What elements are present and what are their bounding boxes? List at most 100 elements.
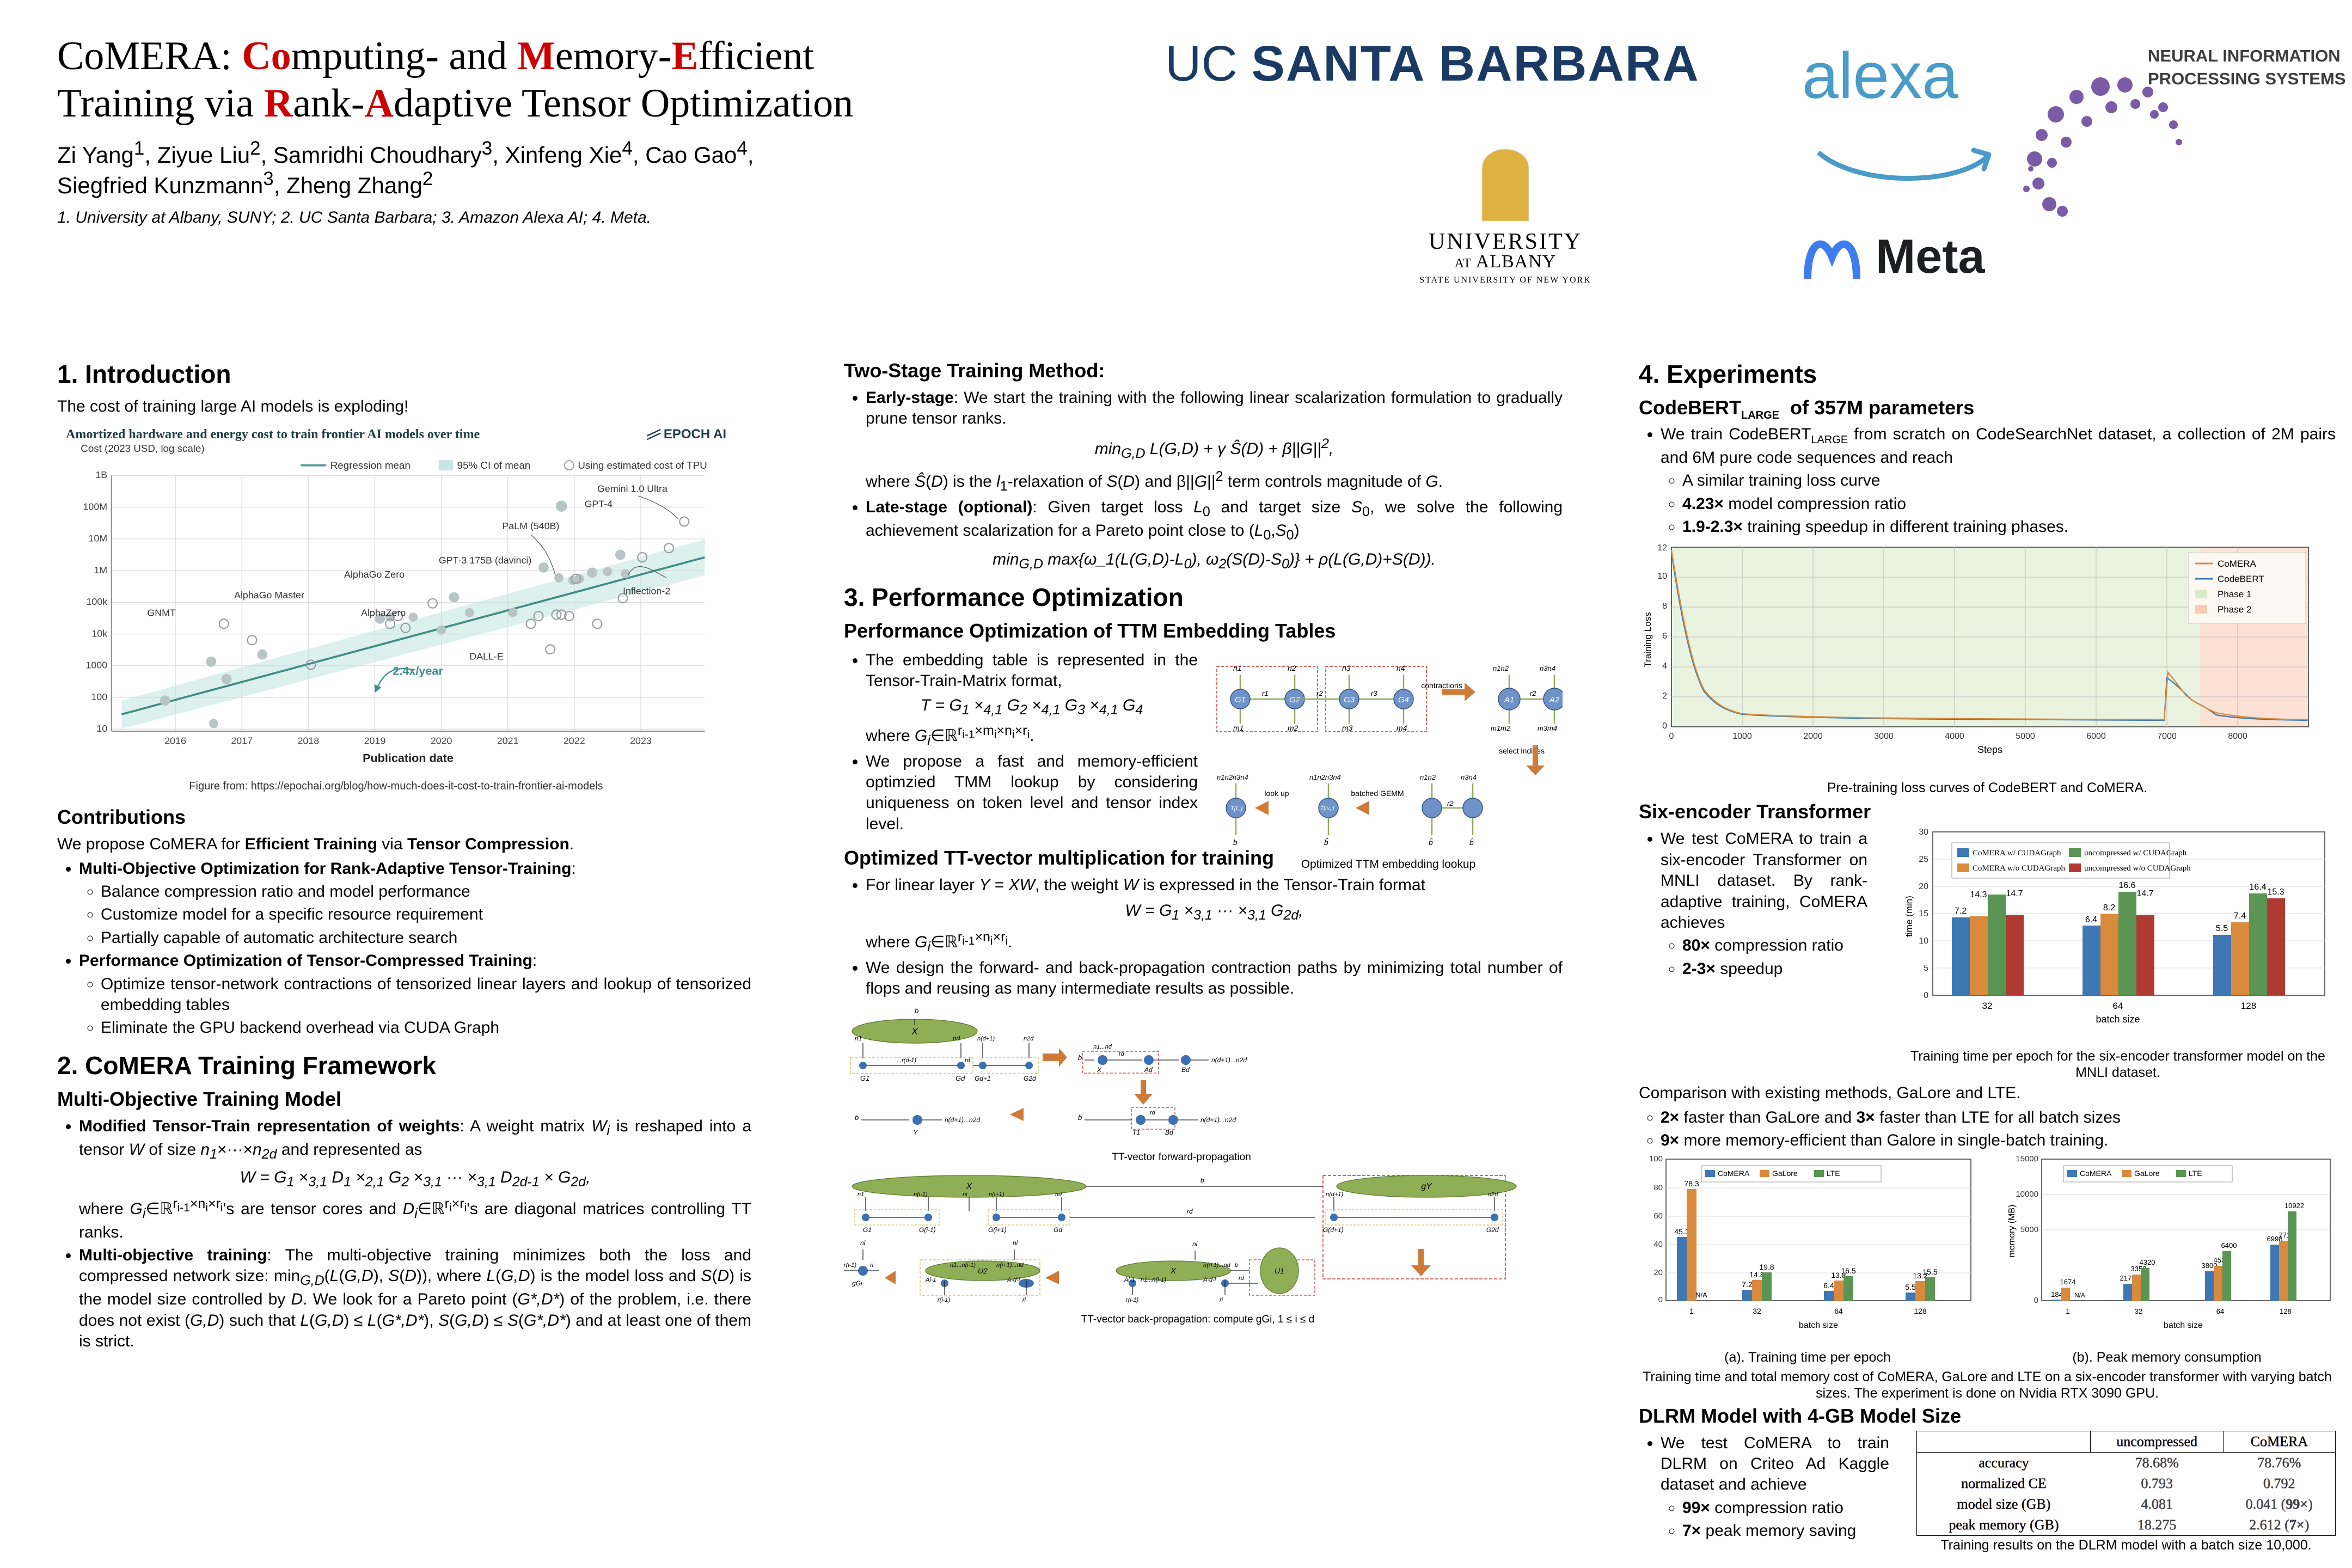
svg-text:n(d+1)...n2d: n(d+1)...n2d [1200,1116,1236,1124]
svg-text:batched GEMM: batched GEMM [1351,789,1404,798]
svg-text:r(i-1): r(i-1) [844,1262,857,1269]
svg-text:n2: n2 [1288,664,1296,672]
svg-text:n1: n1 [857,1191,864,1198]
svg-text:ri: ri [870,1262,874,1269]
svg-text:memory (MB): memory (MB) [2007,1204,2017,1257]
svg-text:Gd: Gd [955,1074,965,1082]
svg-text:b̂: b̂ [1469,837,1474,846]
svg-text:n3n4: n3n4 [1540,664,1555,672]
svg-text:CoMERA: CoMERA [2080,1169,2112,1178]
svg-text:n1...nd: n1...nd [1093,1044,1112,1050]
svg-text:r2: r2 [1316,689,1323,697]
svg-text:...r(d-1): ...r(d-1) [897,1057,916,1064]
svg-text:6000: 6000 [2086,732,2106,741]
svg-text:20: 20 [1653,1268,1663,1277]
svg-text:Phase 1: Phase 1 [2218,589,2251,599]
svg-text:1: 1 [1689,1307,1694,1315]
svg-text:10k: 10k [91,628,107,639]
svg-text:78.3: 78.3 [1684,1179,1699,1188]
svg-text:Bd: Bd [1165,1129,1173,1136]
svg-text:TT-vector forward-propagation: TT-vector forward-propagation [1112,1152,1251,1163]
svg-text:r2: r2 [1530,689,1536,697]
svg-text:1B: 1B [95,469,107,480]
svg-text:7000: 7000 [2157,732,2177,741]
svg-text:b: b [915,1007,918,1015]
svg-text:4: 4 [1662,661,1667,671]
svg-text:gY: gY [1421,1182,1432,1191]
svg-text:Gd+1: Gd+1 [975,1075,991,1082]
svg-text:10: 10 [1657,572,1667,581]
svg-text:95% CI of mean: 95% CI of mean [457,460,531,471]
svg-text:batch size: batch size [2096,1014,2140,1025]
svg-text:CoMERA: CoMERA [2218,559,2257,569]
svg-text:10000: 10000 [2016,1190,2038,1199]
svg-text:1674: 1674 [2060,1278,2076,1286]
svg-text:Gemini 1.0 Ultra: Gemini 1.0 Ultra [597,483,667,494]
svg-text:1000: 1000 [1732,732,1752,741]
svg-text:b: b [1200,1177,1204,1184]
svg-text:A-d-i: A-d-i [1203,1277,1216,1283]
svg-text:64: 64 [1834,1307,1843,1315]
svg-text:Regression mean: Regression mean [330,460,411,471]
svg-text:2000: 2000 [1803,732,1823,741]
svg-text:1: 1 [2066,1307,2069,1315]
svg-text:15: 15 [1919,909,1928,918]
svg-text:128: 128 [2280,1307,2292,1315]
svg-text:CoMERA w/o CUDAGraph: CoMERA w/o CUDAGraph [1973,864,2066,873]
svg-text:time (min): time (min) [1904,896,1914,938]
svg-text:64: 64 [2113,1001,2123,1011]
svg-text:n4: n4 [1396,664,1405,672]
svg-text:5.5: 5.5 [2216,924,2228,933]
svg-text:G1: G1 [863,1226,872,1234]
svg-text:16.6: 16.6 [2118,881,2135,890]
svg-text:look up: look up [1264,789,1289,798]
svg-text:100k: 100k [86,596,107,607]
svg-text:U2: U2 [978,1266,988,1275]
svg-text:6400: 6400 [2221,1241,2237,1250]
svg-text:16.4: 16.4 [2249,883,2266,892]
svg-text:X: X [966,1182,973,1191]
svg-text:r(i-1): r(i-1) [1126,1297,1139,1303]
svg-text:n(d+1): n(d+1) [977,1036,995,1042]
svg-text:n1n2n3n4: n1n2n3n4 [1217,773,1248,781]
svg-text:rd: rd [1150,1110,1156,1116]
svg-text:128: 128 [1914,1307,1927,1315]
svg-text:64: 64 [2216,1307,2224,1315]
svg-text:10: 10 [96,723,107,734]
svg-text:4000: 4000 [1945,732,1964,741]
svg-text:2021: 2021 [497,736,519,746]
svg-text:T[Iu,:]: T[Iu,:] [1320,806,1334,812]
svg-text:G2: G2 [1289,695,1301,705]
svg-text:100: 100 [1649,1155,1663,1163]
svg-text:G3: G3 [1344,695,1355,705]
svg-text:LTE: LTE [2189,1169,2202,1178]
svg-text:2017: 2017 [231,736,253,746]
svg-text:U1: U1 [1275,1266,1284,1275]
svg-text:1M: 1M [94,565,107,575]
svg-text:gGi: gGi [852,1279,862,1287]
svg-text:8.2: 8.2 [2103,903,2115,912]
svg-text:5000: 5000 [2020,1225,2038,1234]
svg-text:b: b [1235,1262,1238,1269]
svg-text:G1: G1 [1235,695,1246,705]
svg-text:rd: rd [1239,1275,1245,1282]
svg-text:Training Loss: Training Loss [1643,612,1653,667]
svg-text:b̂: b̂ [1324,837,1328,846]
svg-text:0: 0 [1662,721,1667,731]
svg-text:n1n2: n1n2 [1493,664,1509,672]
svg-text:Ai-1: Ai-1 [925,1277,936,1283]
svg-text:n(i+1): n(i+1) [989,1191,1004,1198]
svg-text:m1m2: m1m2 [1491,724,1511,732]
svg-text:Optimized TTM embedding lookup: Optimized TTM embedding lookup [1301,858,1476,871]
svg-text:DALL-E: DALL-E [469,651,504,662]
svg-text:m2: m2 [1288,724,1298,732]
svg-text:4320: 4320 [2140,1258,2155,1266]
svg-text:GPT-3 175B (davinci): GPT-3 175B (davinci) [439,555,531,566]
svg-text:10: 10 [1919,936,1928,946]
svg-text:7.2: 7.2 [1742,1280,1753,1289]
svg-text:n(i+1)...nd: n(i+1)...nd [1203,1262,1231,1269]
svg-text:n1n2n3n4: n1n2n3n4 [1309,773,1341,781]
svg-text:A2: A2 [1549,695,1560,705]
svg-text:ni: ni [963,1191,967,1198]
svg-text:8: 8 [1662,602,1667,611]
